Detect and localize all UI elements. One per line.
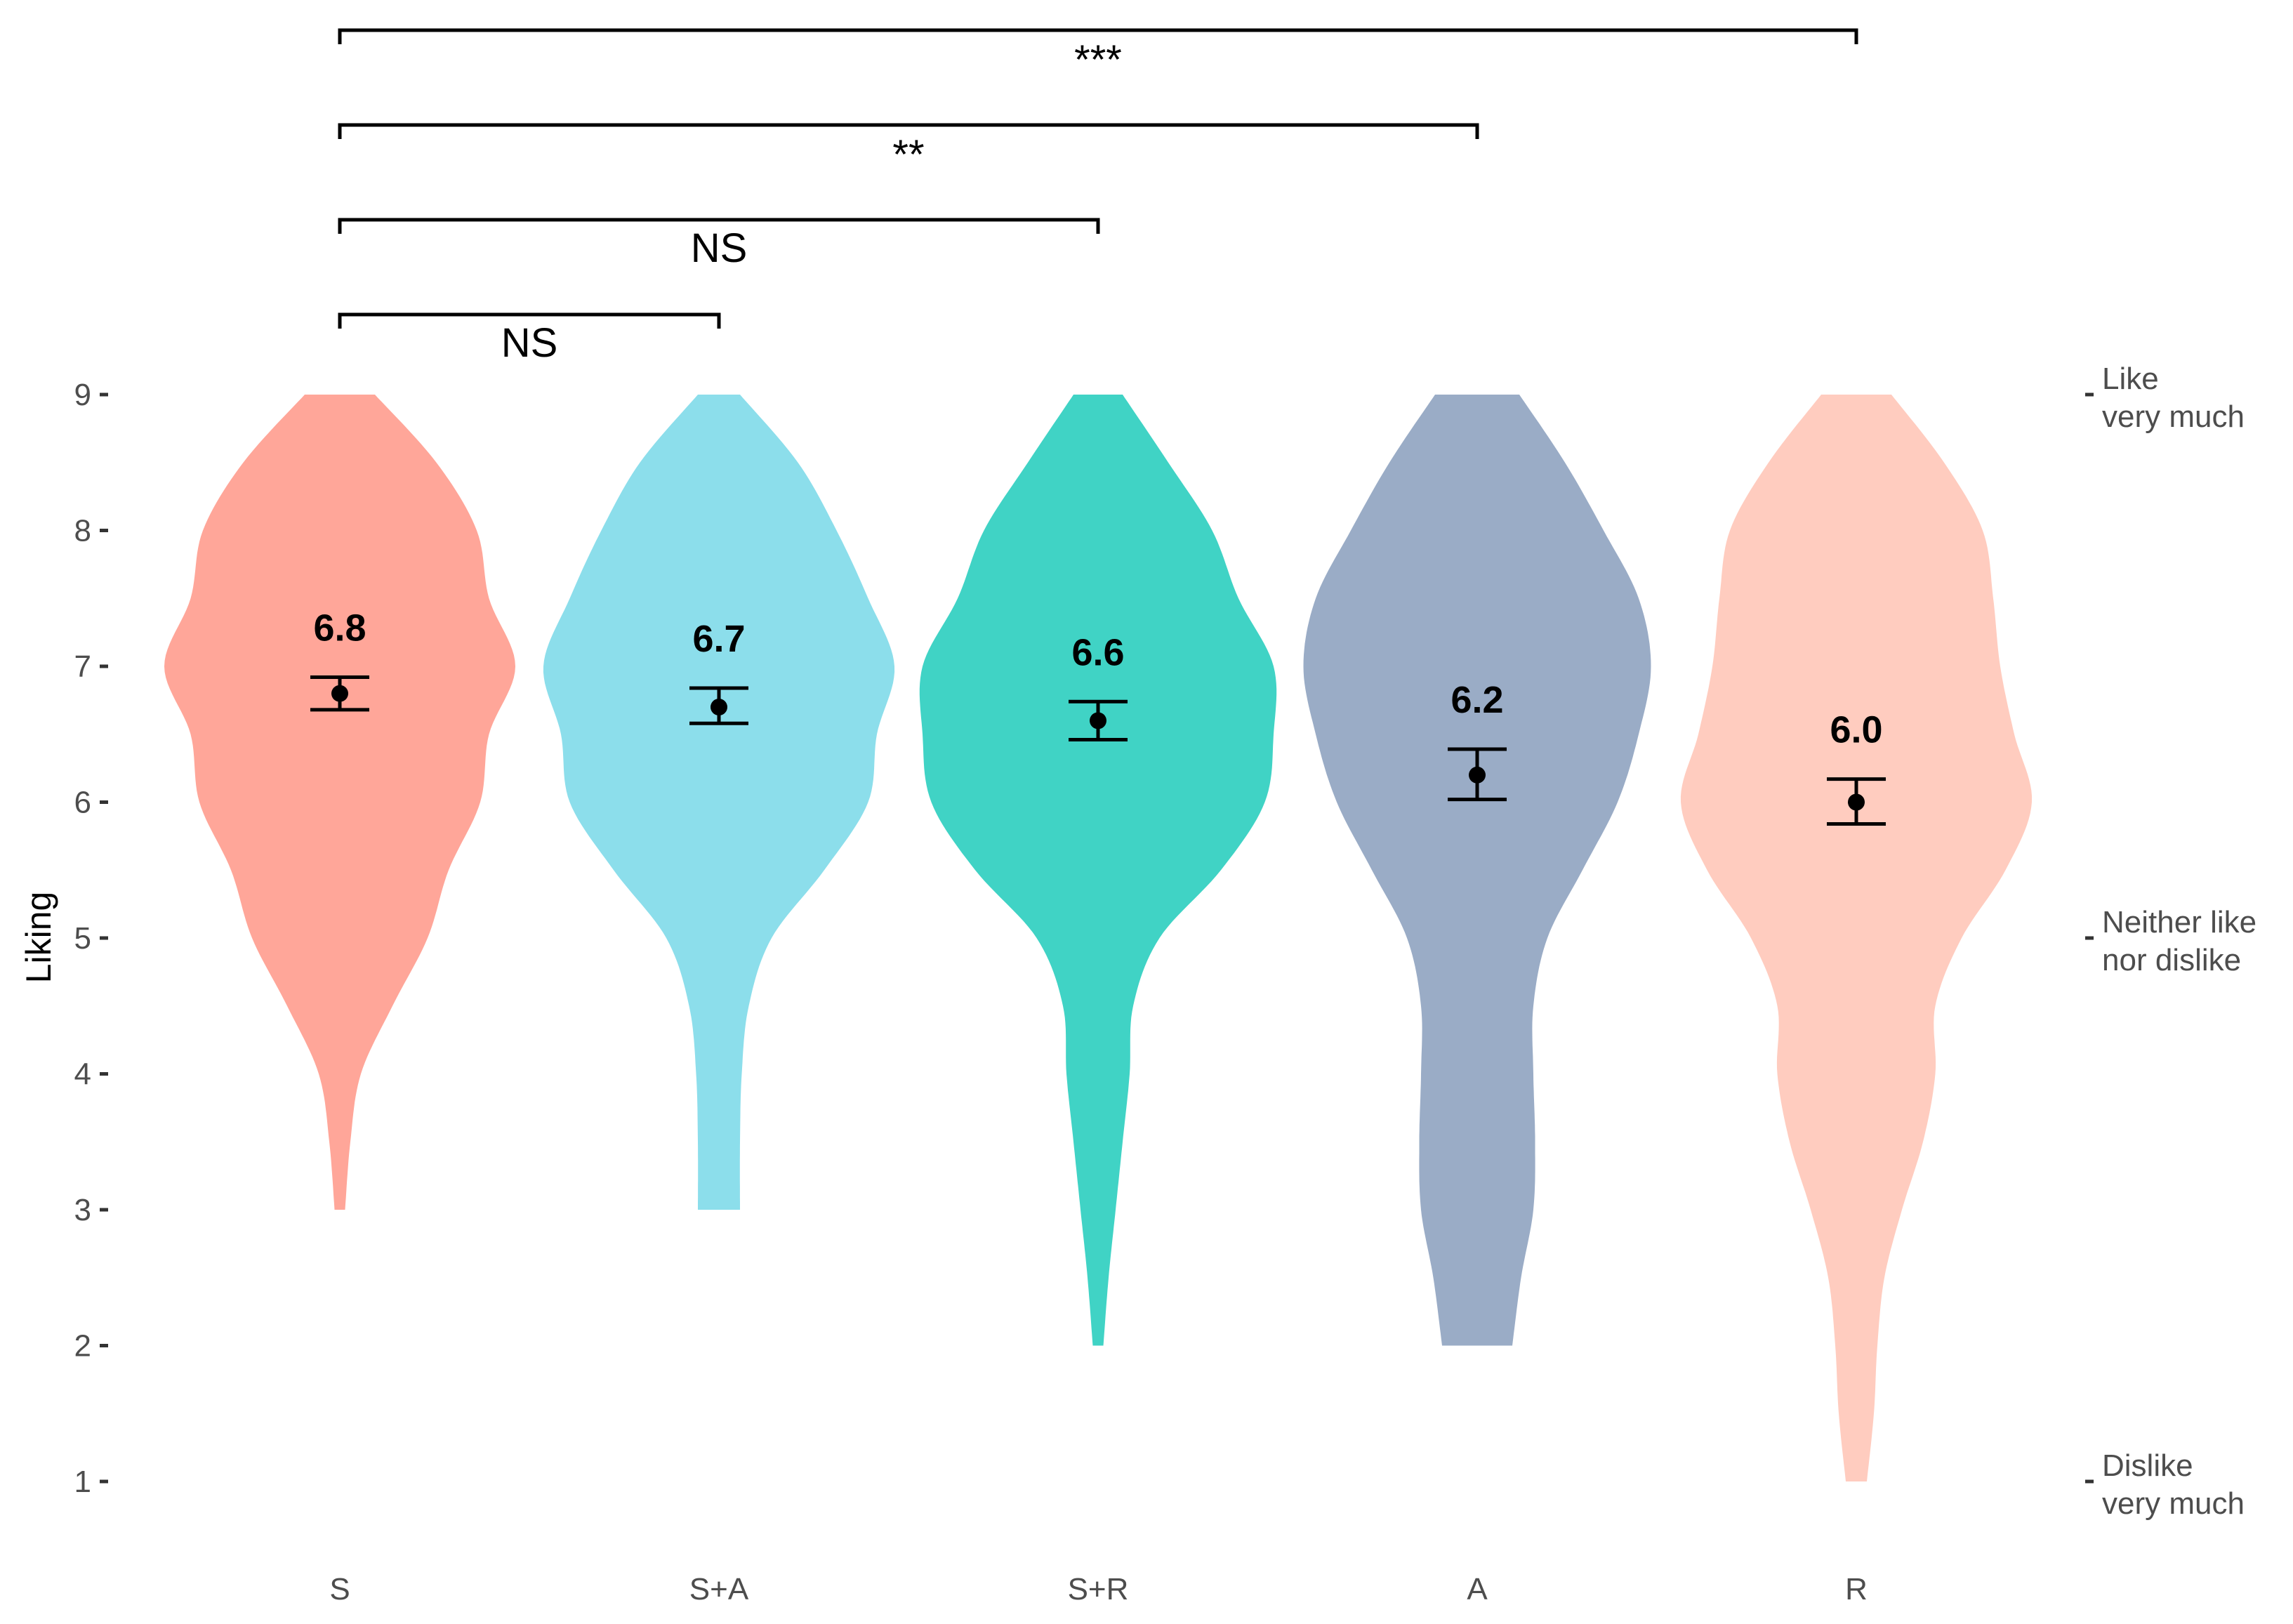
violin-S+R [919,395,1277,1346]
anchor-label: Neither like nor dislike [2102,905,2256,977]
mean-label: 6.2 [1451,679,1503,721]
y-tick-label: 2 [74,1329,91,1364]
significance-bracket [338,123,1479,139]
anchor-label: Like very much [2102,362,2245,434]
y-tick-label: 5 [74,921,91,956]
violins [164,395,2033,1481]
significance-bracket [338,312,721,329]
mean-point [1469,766,1486,784]
x-category-label: S [329,1572,350,1606]
significance-bracket [338,28,1858,44]
significance-label: *** [1074,37,1122,83]
violin-A [1303,395,1651,1346]
mean-point [1090,712,1106,730]
mean-label: 6.6 [1071,631,1124,673]
y-tick-label: 8 [74,514,91,548]
y-tick-label: 3 [74,1193,91,1227]
mean-labels: 6.8 6.7 6.6 6.2 6.0 [313,607,1882,751]
error-bars [310,675,1886,826]
mean-point [711,699,727,716]
x-category-label: S+A [689,1572,749,1606]
x-category-label: A [1467,1572,1488,1606]
y-axis-title: Liking [19,892,58,984]
mean-point [331,685,348,702]
significance-label: NS [501,320,558,366]
y-tick-label: 7 [74,649,91,684]
y-axis: 1 2 3 4 5 6 7 8 9 [74,378,108,1499]
significance-label: NS [691,225,748,271]
y-tick-label: 9 [74,378,91,412]
mean-label: 6.7 [692,618,745,660]
y-tick-label: 6 [74,786,91,820]
anchor-label: Dislike very much [2102,1448,2245,1521]
x-category-label: R [1845,1572,1868,1606]
significance-label: ** [892,132,924,178]
x-axis: S S+A S+R A R [329,1572,1868,1606]
mean-label: 6.0 [1830,709,1882,751]
significance-bracket [338,218,1100,234]
violin-R [1680,395,2033,1481]
violin-S [164,395,515,1210]
x-category-label: S+R [1068,1572,1129,1606]
violin-S+A [543,395,895,1210]
y-tick-label: 1 [74,1465,91,1499]
right-anchor-axis: Like very much Neither like nor dislike Disl… [2085,362,2256,1521]
mean-point [1848,793,1865,811]
y-tick-label: 4 [74,1057,91,1092]
mean-label: 6.8 [313,607,366,649]
